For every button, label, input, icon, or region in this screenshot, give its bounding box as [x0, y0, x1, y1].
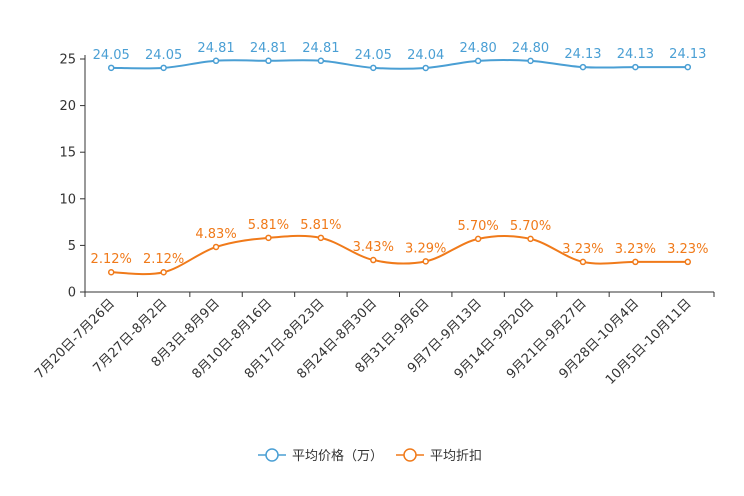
data-label: 24.05 — [145, 48, 182, 63]
data-label: 24.13 — [564, 47, 601, 62]
data-label: 3.23% — [667, 242, 708, 257]
data-point — [265, 57, 272, 65]
data-label: 24.13 — [617, 47, 654, 62]
legend-label: 平均价格（万） — [292, 448, 383, 464]
data-label: 5.70% — [457, 219, 498, 234]
data-point — [632, 258, 639, 266]
data-point — [684, 258, 692, 266]
data-label: 5.81% — [248, 218, 289, 233]
data-point — [370, 64, 377, 72]
data-label: 5.81% — [300, 218, 341, 233]
y-tick-label: 15 — [59, 146, 76, 161]
data-point — [684, 63, 692, 71]
data-label: 24.81 — [302, 41, 339, 56]
y-tick-label: 20 — [59, 99, 76, 114]
data-label: 3.23% — [615, 242, 656, 257]
data-point — [107, 268, 115, 276]
data-point — [107, 64, 115, 72]
data-label: 3.43% — [353, 240, 394, 255]
data-label: 3.23% — [562, 242, 603, 257]
data-point — [212, 57, 220, 65]
y-tick-label: 5 — [68, 239, 76, 254]
data-label: 24.05 — [355, 48, 392, 63]
data-point — [579, 258, 587, 266]
data-point — [422, 258, 429, 265]
data-point — [160, 64, 167, 72]
legend-item-1[interactable]: 平均价格（万） — [258, 448, 383, 464]
data-label: 24.81 — [250, 41, 287, 56]
data-point — [317, 57, 325, 65]
data-point — [317, 234, 325, 242]
data-label: 24.81 — [197, 41, 234, 56]
data-point — [632, 63, 639, 71]
y-tick-label: 25 — [59, 53, 76, 68]
data-label: 24.04 — [407, 48, 444, 63]
legend-marker-icon — [403, 448, 417, 462]
x-axis-ticks: 7月20日-7月26日7月27日-8月2日8月3日-8月9日8月10日-8月16… — [32, 292, 715, 388]
data-label: 4.83% — [195, 227, 236, 242]
data-label: 24.80 — [460, 41, 497, 56]
series-group: 24.05 24.05 24.81 24.81 24.81 24.05 24.04 24.80… — [91, 41, 708, 276]
series-line-1 — [111, 59, 688, 70]
legend-item-2[interactable]: 平均折扣 — [396, 448, 482, 464]
data-label: 2.12% — [143, 252, 184, 267]
data-point — [212, 243, 220, 251]
data-point — [579, 63, 587, 71]
data-point — [474, 235, 482, 243]
legend[interactable]: 平均价格（万） 平均折扣 — [258, 448, 482, 464]
data-point — [527, 57, 534, 65]
data-label: 3.29% — [405, 241, 446, 256]
y-tick-label: 10 — [59, 192, 76, 207]
data-point — [160, 268, 167, 276]
data-label: 24.13 — [669, 47, 706, 62]
data-label: 24.05 — [93, 48, 130, 63]
data-point — [527, 235, 534, 243]
series-line-2 — [111, 234, 688, 276]
y-axis-ticks: 0 5 10 15 20 25 — [59, 53, 85, 301]
data-label: 2.12% — [91, 252, 132, 267]
data-point — [474, 57, 482, 65]
legend-marker-icon — [265, 448, 279, 462]
legend-label: 平均折扣 — [430, 449, 482, 464]
data-point — [370, 256, 377, 264]
y-tick-label: 0 — [68, 286, 76, 301]
data-point — [422, 64, 429, 72]
data-label: 24.80 — [512, 41, 549, 56]
data-label: 5.70% — [510, 219, 551, 234]
data-point — [265, 234, 272, 242]
